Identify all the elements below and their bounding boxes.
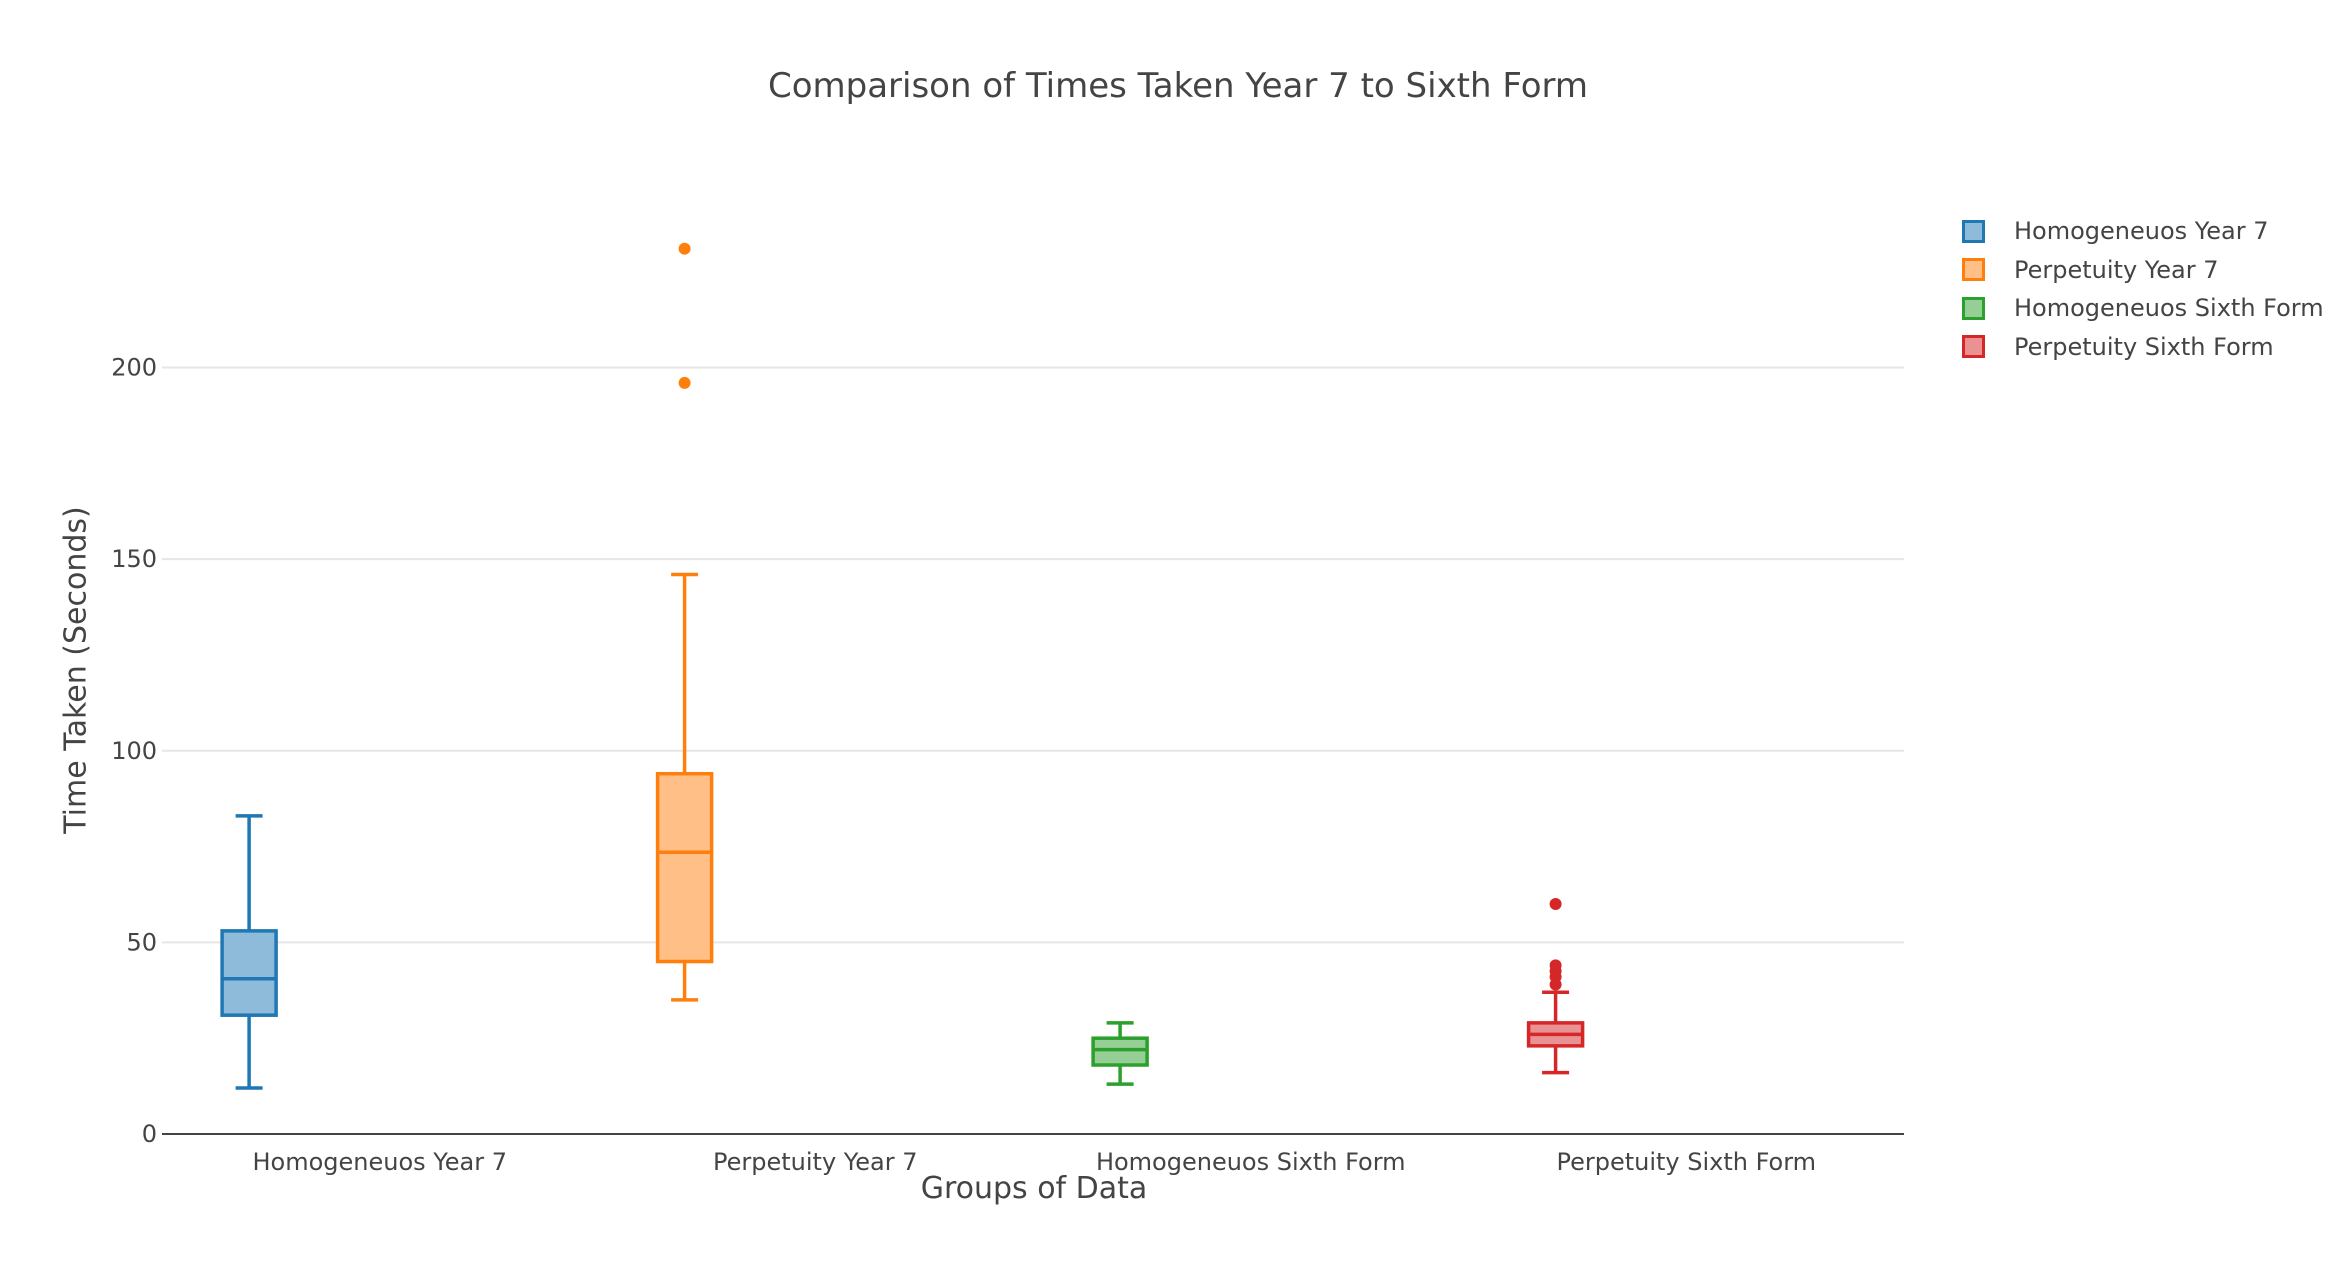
y-tick-label: 50 xyxy=(126,928,157,956)
legend-label: Perpetuity Year 7 xyxy=(2014,255,2219,284)
y-tick-label: 200 xyxy=(111,354,157,382)
x-tick-label: Perpetuity Sixth Form xyxy=(1556,1148,1816,1176)
legend-item-perpetuity-sixth-form[interactable]: Perpetuity Sixth Form xyxy=(1962,328,2324,367)
legend-item-homogeneuos-year-7[interactable]: Homogeneuos Year 7 xyxy=(1962,212,2324,251)
legend-item-homogeneuos-sixth-form[interactable]: Homogeneuos Sixth Form xyxy=(1962,289,2324,328)
axes: 0 50 100 150 200 Homogeneuos Year 7 Perpetuity… xyxy=(111,354,1904,1176)
x-tick-label: Perpetuity Year 7 xyxy=(713,1148,918,1176)
iqr-box xyxy=(220,929,278,1017)
box-plot-1 xyxy=(655,242,714,1002)
box-plot-3 xyxy=(1526,898,1585,1075)
x-axis-title: Groups of Data xyxy=(920,1171,1148,1206)
legend-label: Homogeneuos Sixth Form xyxy=(2014,294,2324,323)
outlier-point xyxy=(1549,959,1562,972)
iqr-box xyxy=(655,771,714,964)
iqr-box xyxy=(1091,1036,1149,1067)
box-plots xyxy=(220,242,1585,1090)
y-tick-label: 150 xyxy=(111,545,157,573)
outlier-point xyxy=(678,376,691,389)
legend-swatch xyxy=(1962,335,1985,359)
legend: Homogeneuos Year 7 Perpetuity Year 7 Hom… xyxy=(1962,212,2324,366)
legend-label: Homogeneuos Year 7 xyxy=(2014,217,2269,246)
x-tick-label: Homogeneuos Year 7 xyxy=(252,1148,507,1176)
y-axis-title: Time Taken (Seconds) xyxy=(58,506,94,834)
y-tick-label: 0 xyxy=(142,1120,157,1148)
legend-swatch xyxy=(1962,219,1985,243)
legend-swatch xyxy=(1962,258,1985,282)
legend-label: Perpetuity Sixth Form xyxy=(2014,332,2274,361)
x-tick-label: Homogeneuos Sixth Form xyxy=(1096,1148,1406,1176)
legend-swatch xyxy=(1962,296,1985,320)
outlier-point xyxy=(1549,898,1562,911)
y-tick-label: 100 xyxy=(111,737,157,765)
legend-item-perpetuity-year-7[interactable]: Perpetuity Year 7 xyxy=(1962,251,2324,290)
chart-title: Comparison of Times Taken Year 7 to Sixt… xyxy=(767,66,1589,106)
box-plot-0 xyxy=(220,814,278,1090)
outlier-point xyxy=(678,242,691,255)
gridlines xyxy=(162,366,1904,944)
box-plot-2 xyxy=(1091,1021,1149,1086)
